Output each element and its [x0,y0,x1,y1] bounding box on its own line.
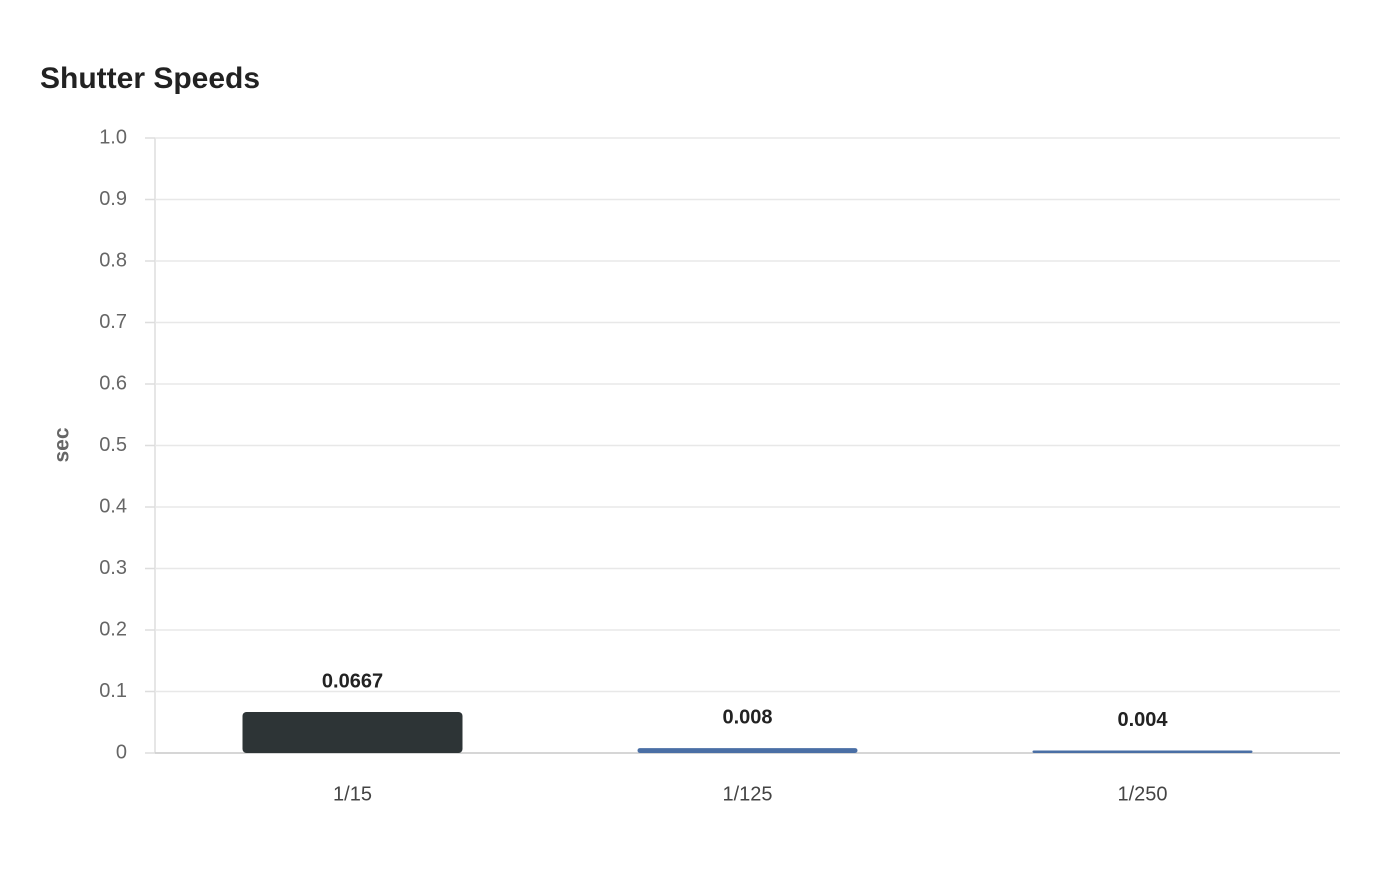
y-tick-label: 0.8 [99,249,127,271]
y-tick-label: 0.3 [99,557,127,579]
bar [242,711,463,753]
y-tick-label: 0.1 [99,680,127,702]
y-axis-label: sec [51,427,74,462]
bar [1032,750,1253,753]
x-tick-label: 1/125 [722,783,772,805]
x-tick-label: 1/15 [333,783,372,805]
y-tick-label: 0.5 [99,434,127,456]
value-label: 0.0667 [322,670,383,692]
value-label: 0.004 [1117,709,1168,731]
x-tick-label: 1/250 [1117,783,1167,805]
y-tick-label: 1.0 [99,126,127,148]
chart-title: Shutter Speeds [40,62,260,95]
y-tick-label: 0.6 [99,372,127,394]
y-tick-label: 0.9 [99,188,127,210]
y-tick-label: 0.2 [99,618,127,640]
bar [637,748,858,753]
y-tick-label: 0 [116,741,127,763]
y-tick-label: 0.4 [99,495,127,517]
y-tick-label: 0.7 [99,311,127,333]
value-label: 0.008 [722,706,772,728]
